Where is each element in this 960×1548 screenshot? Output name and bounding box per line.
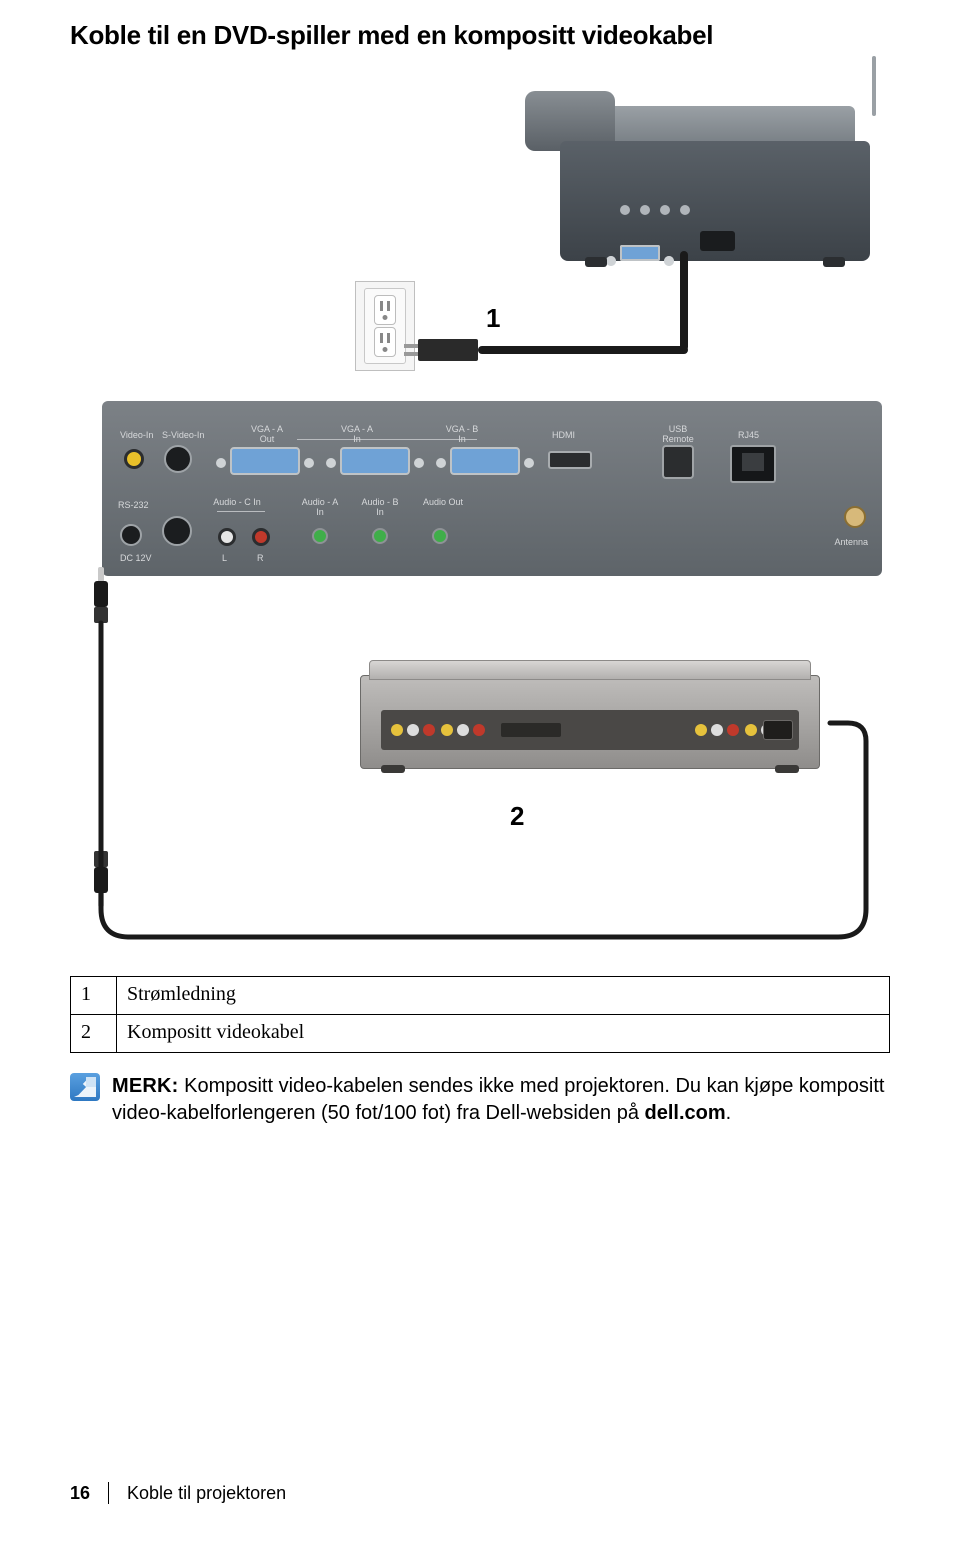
port-usb xyxy=(662,445,694,479)
wall-outlet xyxy=(355,281,415,371)
panel-divider-line xyxy=(217,511,265,512)
composite-plug-dvd-side xyxy=(94,851,108,907)
port-composite-video-in xyxy=(124,449,144,469)
page: Koble til en DVD-spiller med en komposit… xyxy=(0,0,960,1548)
page-title: Koble til en DVD-spiller med en komposit… xyxy=(70,20,890,51)
projector-foot xyxy=(823,257,845,267)
projector-foot xyxy=(585,257,607,267)
page-footer: 16 Koble til projektoren xyxy=(70,1482,286,1504)
port-audio-a-in xyxy=(312,528,328,544)
dvd-player xyxy=(360,675,820,769)
port-dc12v xyxy=(120,524,142,546)
label-hdmi: HDMI xyxy=(552,431,575,441)
power-plug xyxy=(418,339,478,361)
note-body: Kompositt video-kabelen sendes ikke med … xyxy=(112,1075,884,1124)
label-dc12v: DC 12V xyxy=(120,554,152,564)
port-vga-a-in xyxy=(340,447,410,475)
projector-back-panel: Video-In S-Video-In VGA - A Out VGA - A … xyxy=(102,401,882,576)
port-vga-b-in xyxy=(450,447,520,475)
port-rs232 xyxy=(162,516,192,546)
label-audio-out: Audio Out xyxy=(420,498,466,508)
label-r: R xyxy=(257,554,264,564)
power-cable-vertical xyxy=(680,251,688,351)
projector-antenna xyxy=(872,56,876,116)
power-cable-horizontal xyxy=(478,346,688,354)
legend-num: 1 xyxy=(71,977,117,1015)
label-antenna: Antenna xyxy=(834,538,868,548)
port-audio-b-in xyxy=(372,528,388,544)
label-svideo-in: S-Video-In xyxy=(162,431,204,441)
port-audio-r xyxy=(252,528,270,546)
label-audio-c-in: Audio - C In xyxy=(212,498,262,508)
projector-power-inlet xyxy=(700,231,735,251)
label-l: L xyxy=(222,554,227,564)
annotation-1: 1 xyxy=(486,303,500,334)
composite-plug-projector-side xyxy=(94,567,108,623)
footer-section: Koble til projektoren xyxy=(127,1483,286,1504)
table-row: 1 Strømledning xyxy=(71,977,890,1015)
port-vga-a-out xyxy=(230,447,300,475)
table-row: 2 Kompositt videokabel xyxy=(71,1015,890,1053)
legend-table: 1 Strømledning 2 Kompositt videokabel xyxy=(70,976,890,1053)
projector-body xyxy=(560,141,870,261)
label-audio-a-in: Audio - A In xyxy=(300,498,340,518)
label-audio-b-in: Audio - B In xyxy=(360,498,400,518)
projector-rear-ports xyxy=(620,199,840,221)
port-antenna xyxy=(844,506,866,528)
label-vga-a-in: VGA - A In xyxy=(332,425,382,445)
annotation-2: 2 xyxy=(510,801,524,832)
projector xyxy=(520,81,870,261)
dvd-foot xyxy=(775,765,799,773)
label-rj45: RJ45 xyxy=(738,431,759,441)
label-rs232: RS-232 xyxy=(118,501,149,511)
note: MERK: Kompositt video-kabelen sendes ikk… xyxy=(70,1073,890,1127)
dvd-rear-panel xyxy=(381,710,799,750)
label-vga-a-out: VGA - A Out xyxy=(237,425,297,445)
connection-diagram: 1 Video-In S-Video-In VGA - A Out VGA - … xyxy=(70,81,890,951)
port-svideo xyxy=(164,445,192,473)
page-number: 16 xyxy=(70,1483,90,1504)
port-hdmi xyxy=(548,451,592,469)
note-label: MERK: xyxy=(112,1075,179,1097)
label-vga-b-in: VGA - B In xyxy=(437,425,487,445)
port-audio-out xyxy=(432,528,448,544)
note-text: MERK: Kompositt video-kabelen sendes ikk… xyxy=(112,1073,890,1127)
footer-divider xyxy=(108,1482,109,1504)
note-dellcom: dell.com xyxy=(645,1102,726,1124)
note-period: . xyxy=(726,1102,732,1124)
port-audio-l xyxy=(218,528,236,546)
note-icon xyxy=(70,1073,100,1101)
dvd-top xyxy=(369,660,811,680)
port-rj45 xyxy=(730,445,776,483)
legend-num: 2 xyxy=(71,1015,117,1053)
legend-label: Kompositt videokabel xyxy=(117,1015,890,1053)
label-video-in: Video-In xyxy=(120,431,153,441)
dvd-power-inlet xyxy=(763,720,793,740)
legend-label: Strømledning xyxy=(117,977,890,1015)
label-usb: USB Remote xyxy=(658,425,698,445)
dvd-foot xyxy=(381,765,405,773)
